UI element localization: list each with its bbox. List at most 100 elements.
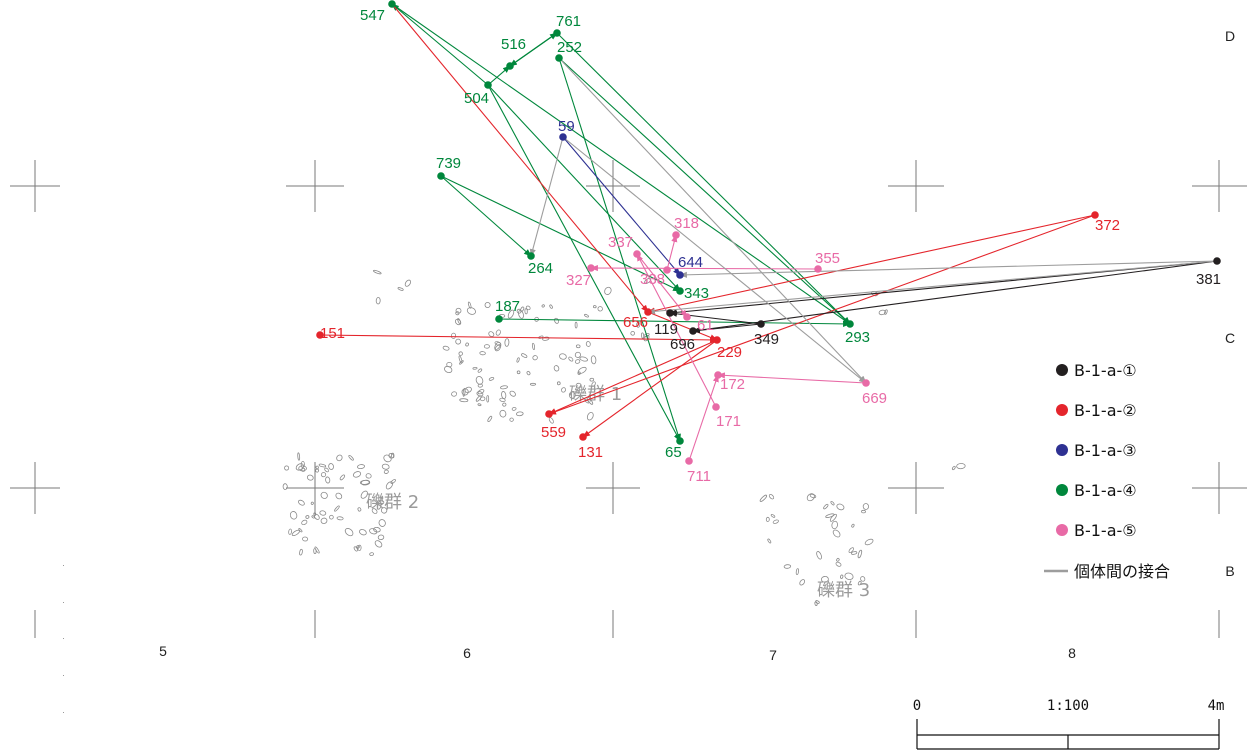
artifact-label-547: 547 [360, 7, 385, 24]
artifact-point-131 [579, 433, 587, 441]
stone-outline [302, 536, 309, 542]
refit-line-171-337 [636, 253, 717, 408]
legend-item-refit-line: 個体間の接合 [1044, 562, 1170, 581]
stone-outline [604, 286, 612, 295]
artifact-label-318: 318 [674, 215, 699, 232]
legend-label: B-1-a-② [1074, 401, 1137, 420]
legend-label: B-1-a-① [1074, 361, 1137, 380]
margin-ticks [63, 565, 64, 713]
stone-outline [334, 505, 340, 512]
legend-dot-b-1-a-4 [1056, 484, 1068, 496]
stone-outline [380, 496, 384, 500]
stone-outline [593, 305, 597, 309]
refit-line-516-761 [509, 32, 558, 67]
stone-outline [374, 540, 383, 548]
stone-outline [878, 309, 886, 316]
stone-outline [504, 338, 510, 347]
refit-line-252-65 [558, 57, 681, 442]
stone-outline [306, 474, 314, 481]
artifact-label-337: 337 [608, 234, 633, 251]
stone-outline [466, 307, 476, 315]
refit-line-337-61 [636, 253, 688, 318]
stone-outline [324, 467, 329, 473]
stone-outline [884, 309, 888, 315]
stone-outline [397, 287, 404, 291]
stone-outline [568, 356, 574, 362]
stone-outline [511, 407, 517, 411]
artifact-point-381 [1213, 257, 1221, 265]
stone-outline [480, 396, 486, 402]
stone-outline [404, 279, 412, 287]
legend-line-label: 個体間の接合 [1074, 562, 1170, 581]
row-label-c: C [1225, 330, 1235, 346]
artifact-label-372: 372 [1095, 217, 1120, 234]
stone-outline [799, 579, 806, 586]
stone-outline [577, 371, 581, 375]
stone-outline [446, 361, 453, 368]
legend-item: B-1-a-① [1056, 361, 1137, 380]
stone-outline [844, 572, 854, 580]
stone-outline [548, 417, 554, 424]
refit-line-59-669 [562, 136, 867, 384]
artifact-label-656: 656 [623, 314, 648, 331]
stone-outline [442, 345, 450, 351]
artifact-point-696 [689, 327, 697, 335]
artifact-point-252 [555, 54, 563, 62]
stone-outline [772, 519, 779, 524]
stone-outline [298, 499, 305, 506]
artifact-labels: 59 61 65 119 131 151 171 172 187 229 252 264 293 318 3… [320, 7, 1221, 485]
stone-outline [328, 463, 334, 470]
artifact-point-349 [757, 320, 765, 328]
refit-line-338-318 [666, 234, 678, 271]
artifact-label-327: 327 [566, 272, 591, 289]
legend-dot-b-1-a-1 [1056, 364, 1068, 376]
stone-outline [509, 390, 516, 397]
artifact-point-65 [676, 437, 684, 445]
artifact-label-252: 252 [557, 39, 582, 56]
stone-outline [549, 304, 553, 309]
stone-outline [500, 385, 508, 390]
stone-outline [352, 471, 362, 478]
stone-outline [320, 491, 328, 499]
stone-outline [465, 342, 469, 347]
stone-outline [816, 551, 822, 560]
refit-line-229-559 [548, 339, 718, 415]
refit-line-355-327 [590, 264, 819, 272]
stone-outline [951, 465, 956, 471]
stone-outline [502, 402, 507, 407]
stone-outline [298, 528, 303, 533]
stone-outline [525, 305, 531, 311]
stone-outline [299, 548, 303, 556]
stone-outline [455, 307, 462, 314]
artifact-point-739 [437, 172, 445, 180]
artifact-label-343: 343 [684, 285, 709, 302]
stone-outline [339, 474, 346, 481]
artifact-point-327 [587, 264, 595, 272]
stone-outline [295, 463, 304, 471]
refit-line-372-559 [548, 214, 1096, 415]
stone-outline [575, 344, 581, 349]
row-label-d: D [1225, 28, 1235, 44]
artifact-point-61 [683, 313, 691, 321]
stone-outline [319, 510, 327, 516]
refit-line-504-65 [487, 84, 681, 442]
scale-ratio-label: 1:100 [1047, 698, 1089, 714]
stone-outline [559, 353, 567, 360]
stone-outline [830, 501, 835, 506]
artifact-point-355 [814, 265, 822, 273]
stone-outlines [282, 269, 966, 606]
stone-outline [585, 341, 591, 347]
artifact-point-761 [553, 29, 561, 37]
artifact-label-504: 504 [464, 90, 489, 107]
refit-line-229-131 [582, 339, 718, 438]
refit-line-761-293 [556, 32, 851, 325]
stone-outline [383, 469, 389, 474]
stone-outline [455, 311, 460, 316]
stone-outline [561, 387, 566, 393]
stone-outline [360, 490, 368, 499]
stone-outline [289, 511, 298, 520]
artifact-label-644: 644 [678, 254, 703, 271]
stone-outline [832, 529, 841, 538]
artifact-point-337 [633, 250, 641, 258]
stone-outline [320, 517, 328, 524]
